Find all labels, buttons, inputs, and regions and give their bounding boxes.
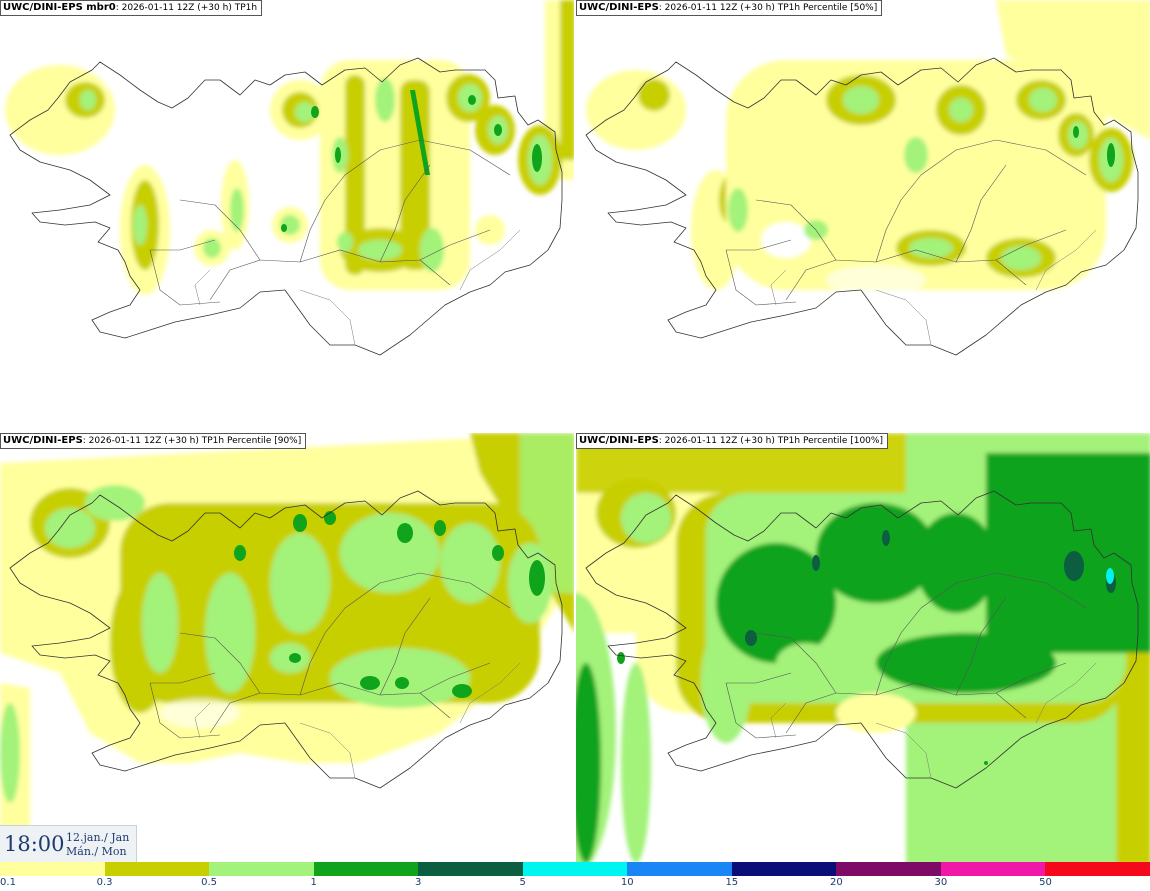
valid-date: 12.jan./ Jan [66, 831, 130, 844]
colorbar-tick-label: 10 [620, 877, 634, 888]
colorbar-ticks: 0.1 0.3 0.5 1 3 5 10 15 20 30 50 [0, 876, 1150, 891]
valid-time-box: 18:00 12.jan./ Jan Mán./ Mon [0, 825, 137, 863]
colorbar-swatch [104, 862, 210, 876]
colorbar-swatch [313, 862, 419, 876]
colorbar-tick-label: 1 [310, 877, 317, 888]
precipitation-map [5, 0, 575, 356]
colorbar-swatch [209, 862, 314, 876]
colorbar-tick-label: 3 [414, 877, 422, 888]
colorbar-tick-label: 30 [934, 877, 948, 888]
colorbar-tick-label: 0.5 [201, 877, 218, 888]
colorbar-tick-label: 0.3 [96, 877, 113, 888]
precipitation-map [0, 433, 575, 833]
colorbar-tick-label: 15 [725, 877, 739, 888]
map-panel-percentile-50: UWC/DINI-EPS: 2026-01-11 12Z (+30 h) TP1… [576, 0, 1150, 432]
map-panel-percentile-100: UWC/DINI-EPS: 2026-01-11 12Z (+30 h) TP1… [576, 433, 1150, 865]
precipitation-map [576, 433, 1150, 865]
map-panel-mbr0: UWC/DINI-EPS mbr0: 2026-01-11 12Z (+30 h… [0, 0, 575, 432]
colorbar-swatch [522, 862, 628, 876]
colorbar-tick-label: 5 [519, 877, 526, 888]
colorbar-swatch [836, 862, 941, 876]
colorbar-swatch [1045, 862, 1150, 876]
colorbar-tick-label: 50 [1039, 877, 1052, 888]
panel-title: UWC/DINI-EPS: 2026-01-11 12Z (+30 h) TP1… [0, 433, 307, 449]
panel-separator [0, 431, 1150, 433]
valid-weekday: Mán./ Mon [66, 845, 127, 858]
valid-time: 18:00 [4, 832, 65, 856]
colorbar-swatch [418, 862, 523, 876]
panel-title: UWC/DINI-EPS: 2026-01-11 12Z (+30 h) TP1… [576, 433, 888, 449]
panel-title: UWC/DINI-EPS mbr0: 2026-01-11 12Z (+30 h… [0, 0, 263, 16]
colorbar-tick-label: 20 [829, 877, 843, 888]
colorbar-tick-label: 0.1 [0, 877, 16, 888]
colorbar-swatch [731, 862, 837, 876]
map-panel-percentile-90: UWC/DINI-EPS: 2026-01-11 12Z (+30 h) TP1… [0, 433, 575, 865]
colorbar-swatch [0, 862, 105, 876]
precipitation-colorbar [0, 862, 1150, 876]
colorbar-swatch [627, 862, 732, 876]
precipitation-map [585, 0, 1150, 356]
colorbar-swatch [940, 862, 1046, 876]
panel-title: UWC/DINI-EPS: 2026-01-11 12Z (+30 h) TP1… [576, 0, 883, 16]
